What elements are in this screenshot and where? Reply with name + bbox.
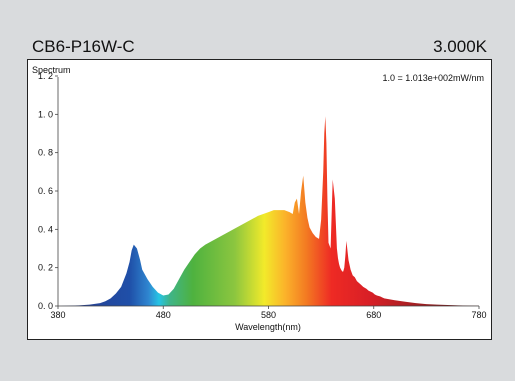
x-axis-title: Wavelength(nm) [235,322,301,332]
y-tick-label: 1. 2 [38,71,53,81]
spectrum-area [58,116,479,306]
title-bar: CB6-P16W-C 3.000K [32,37,487,59]
y-ticks: 0. 0 0. 2 0. 4 0. 6 0. 8 1. 0 1. 2 [38,71,58,311]
model-name: CB6-P16W-C [32,37,135,56]
y-tick-label: 0. 8 [38,148,53,158]
x-tick-label: 580 [261,310,276,320]
spectrum-chart: Spectrum 1.0 = 1.013e+002mW/nm 0. 00. 20… [32,65,487,332]
x-tick-label: 380 [50,310,65,320]
y-tick-label: 0. 6 [38,186,53,196]
y-tick-label: 0. 0 [38,301,53,311]
x-tick-label: 680 [366,310,381,320]
normalization-note: 1.0 = 1.013e+002mW/nm [382,73,484,83]
color-temperature: 3.000K [433,37,487,56]
y-axis-title: Spectrum [32,65,71,75]
spectrum-label: Spectrum [32,65,71,75]
x-tick-label: 780 [471,310,486,320]
y-tick-label: 0. 2 [38,263,53,273]
y-tick-label: 0. 4 [38,224,53,234]
x-ticks: 380 480 580 680 780 [50,306,487,320]
x-tick-label: 480 [156,310,171,320]
y-tick-label: 1. 0 [38,109,53,119]
